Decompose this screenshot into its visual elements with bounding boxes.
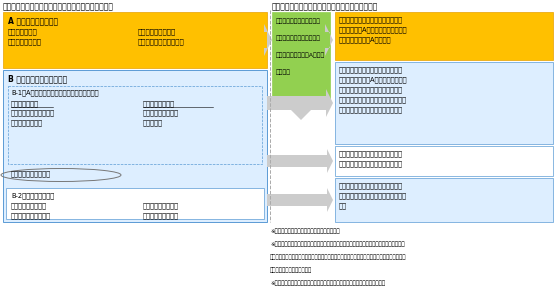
Text: ・故障時の停止表示: ・故障時の停止表示 (143, 202, 179, 209)
Text: B-2）　その他の義務: B-2） その他の義務 (11, 192, 54, 199)
Text: ※　運転者は、自動運行装置の使用中であっても、車両の故障や使用条件外となった場合、: ※ 運転者は、自動運行装置の使用中であっても、車両の故障や使用条件外となった場合… (270, 241, 405, 247)
Text: ・事故時の救護義務: ・事故時の救護義務 (11, 202, 47, 209)
Text: ・安全運転義務: ・安全運転義務 (8, 28, 38, 35)
Text: 的に履行: 的に履行 (276, 69, 291, 75)
Text: 》自動運行装置を使用して運転中の運転者の義務》: 》自動運行装置を使用して運転中の運転者の義務》 (272, 2, 379, 11)
Text: 転操作は不要となるため、保持通話及: 転操作は不要となるため、保持通話及 (339, 96, 407, 103)
Polygon shape (267, 149, 333, 173)
Polygon shape (325, 24, 333, 56)
Text: 》自動運行装置を使用せずに運転中の運転者の義務》: 》自動運行装置を使用せずに運転中の運転者の義務》 (3, 2, 114, 11)
Text: ※　自動運行装置の使用は使用条件内に限る。: ※ 自動運行装置の使用は使用条件内に限る。 (270, 228, 340, 234)
Text: 場合、同装置が義務Aを自動: 場合、同装置が義務Aを自動 (276, 52, 325, 58)
Text: 状態にある必要がある。: 状態にある必要がある。 (270, 267, 312, 273)
Polygon shape (264, 24, 272, 56)
Text: れた運転者自身による常時監視や運: れた運転者自身による常時監視や運 (339, 86, 403, 93)
Text: ・運転免許証提示義務: ・運転免許証提示義務 (11, 212, 51, 219)
Text: 器材表示義務　　等: 器材表示義務 等 (143, 212, 179, 219)
Text: 者は引き続き義務Aを負う）: 者は引き続き義務Aを負う） (339, 36, 391, 43)
Text: 能性は常にあるため、引き続き禁止: 能性は常にあるため、引き続き禁止 (339, 160, 403, 167)
Polygon shape (267, 89, 333, 117)
Text: 使用条件内で自動運行装置: 使用条件内で自動運行装置 (276, 18, 321, 24)
Text: 注視の禁止: 注視の禁止 (143, 119, 163, 126)
FancyBboxPatch shape (272, 12, 330, 102)
Text: 以外の義務であるため、引き続き義務: 以外の義務であるため、引き続き義務 (339, 192, 407, 199)
Text: により、義務Aの履行が可能に（運転: により、義務Aの履行が可能に（運転 (339, 26, 408, 33)
FancyBboxPatch shape (335, 178, 553, 222)
Text: により、従来義務Aの履行に必要とさ: により、従来義務Aの履行に必要とさ (339, 76, 408, 83)
Text: による通話の禁止: による通話の禁止 (11, 119, 43, 126)
Text: ・信号等遵守義務: ・信号等遵守義務 (8, 38, 42, 45)
Text: 自動運行装置が担う動的運転タスク: 自動運行装置が担う動的運転タスク (339, 182, 403, 189)
Text: 自動運行装置を適切に使用すること: 自動運行装置を適切に使用すること (339, 66, 403, 73)
Text: び画像注視の禁止規定の適用を除外: び画像注視の禁止規定の適用を除外 (339, 106, 403, 112)
Polygon shape (267, 188, 333, 212)
Text: ・無線通話装置: ・無線通話装置 (11, 100, 39, 107)
Text: （例：携帯電話）の保持: （例：携帯電話）の保持 (11, 109, 55, 116)
Text: A 運転操作に係る義務: A 運転操作に係る義務 (8, 16, 58, 25)
Text: 運転者自身が運転操作を引き継ぐ可: 運転者自身が運転操作を引き継ぐ可 (339, 150, 403, 157)
Polygon shape (284, 102, 319, 120)
Text: ・飲酒運転の禁止　等: ・飲酒運転の禁止 等 (11, 170, 51, 177)
Text: ・制限速度遵守義務: ・制限速度遵守義務 (138, 28, 176, 35)
FancyBboxPatch shape (6, 188, 264, 219)
Text: ※　運転者等は、作動状態記録装置により必要な情報を記録する必要がある。: ※ 運転者等は、作動状態記録装置により必要な情報を記録する必要がある。 (270, 280, 385, 286)
FancyBboxPatch shape (3, 70, 267, 222)
Text: （例：カーナビ）の: （例：カーナビ）の (143, 109, 179, 116)
Text: 自動運行装置を適切に使用すること: 自動運行装置を適切に使用すること (339, 16, 403, 22)
Text: B 運転操作以外に係る義務: B 運転操作以外に係る義務 (8, 74, 67, 83)
Text: を適切に使用して運転する: を適切に使用して運転する (276, 35, 321, 41)
FancyBboxPatch shape (335, 146, 553, 176)
Text: 直ちに、そのことを認知するとともに、確実に自らの運転操作に切り替えることができる: 直ちに、そのことを認知するとともに、確実に自らの運転操作に切り替えることができる (270, 254, 406, 260)
Text: ・車間距離保持義務　等: ・車間距離保持義務 等 (138, 38, 185, 45)
FancyBboxPatch shape (335, 12, 553, 60)
FancyBboxPatch shape (335, 62, 553, 144)
Text: ・画像表示用装置: ・画像表示用装置 (143, 100, 175, 107)
Text: 付け: 付け (339, 202, 347, 209)
FancyBboxPatch shape (3, 12, 267, 68)
FancyBboxPatch shape (8, 86, 262, 164)
Text: B-1）Aの安定した履行を確保するための義務: B-1）Aの安定した履行を確保するための義務 (11, 89, 98, 96)
